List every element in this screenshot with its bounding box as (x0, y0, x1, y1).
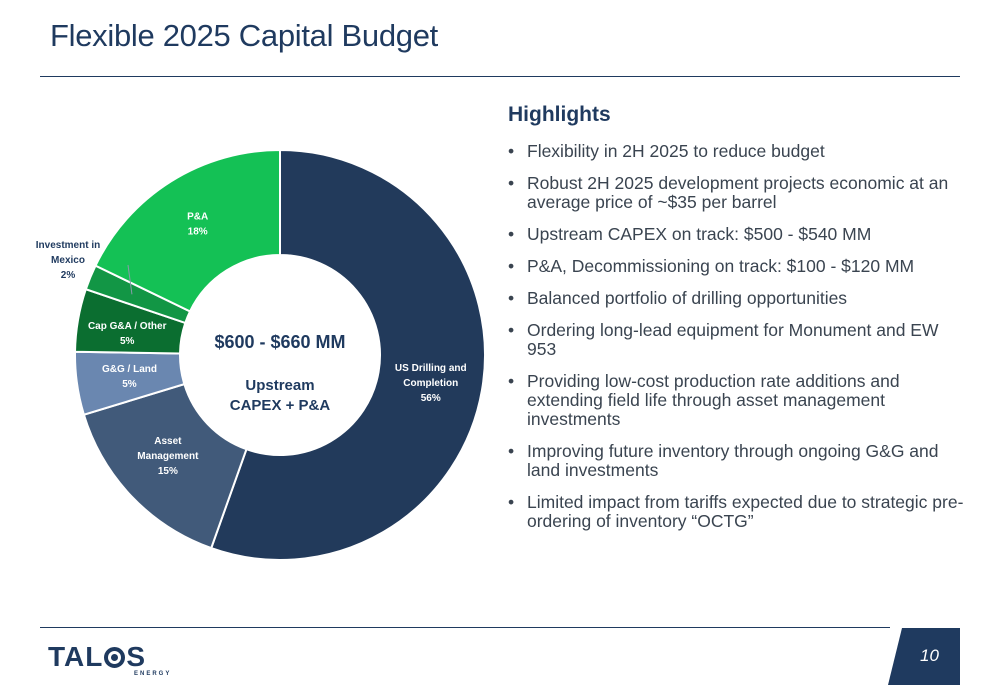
highlight-item: • Balanced portfolio of drilling opportun… (508, 288, 848, 308)
slice-us-drilling-and-completion (209, 148, 486, 561)
highlight-item: • Ordering long-lead equipment for Monume… (508, 320, 939, 359)
header-divider (40, 76, 960, 77)
label-panda: P&A 18% (187, 212, 208, 238)
label-gandg-land: G&G / Land 5% (102, 364, 157, 390)
slice-panda (94, 148, 281, 313)
highlight-item: • Flexibility in 2H 2025 to reduce budget (508, 141, 825, 161)
center-amount: $600 - $660 MM (214, 332, 345, 352)
page-title: Flexible 2025 Capital Budget (50, 18, 438, 53)
value-label-cap-ganda-other: 5% (120, 336, 135, 347)
bullet-icon: • (508, 256, 515, 276)
label-investment-in-mexico: Investment in Mexico 2% (36, 240, 100, 281)
highlight-item: • Robust 2H 2025 development projects eco… (508, 173, 949, 212)
bullet-icon: • (508, 288, 515, 308)
highlight-item: • Upstream CAPEX on track: $500 - $540 MM (508, 224, 872, 244)
bullet-icon: • (508, 371, 515, 391)
center-line-2: CAPEX + P&A (230, 397, 331, 414)
logo-text-right: S (126, 641, 147, 672)
bullet-icon: • (508, 492, 515, 512)
page-number-box (888, 628, 960, 685)
label-us-drilling-and-completion: US Drilling and Completion 56% (395, 363, 467, 404)
bullet-icon: • (508, 441, 515, 461)
leader-line-investment-in-mexico (127, 264, 133, 295)
bullet-icon: • (508, 173, 515, 193)
value-label-us-drilling-and-completion: 56% (421, 393, 441, 404)
company-logo: TAL S ENERGY (48, 641, 169, 678)
highlight-item: • P&A, Decommissioning on track: $100 - $… (508, 256, 915, 276)
bullet-icon: • (508, 224, 515, 244)
value-label-investment-in-mexico: 2% (61, 270, 76, 281)
footer-divider (40, 627, 890, 628)
logo-text-left: TAL (48, 641, 104, 672)
logo-o-icon (104, 646, 126, 668)
highlights-title: Highlights (508, 103, 611, 126)
slice-asset-management (82, 382, 248, 550)
logo-subtitle: ENERGY (134, 671, 172, 677)
value-label-asset-management: 15% (158, 466, 178, 477)
bullet-icon: • (508, 320, 515, 340)
highlights-list: • Flexibility in 2H 2025 to reduce budget… (508, 142, 968, 544)
value-label-gandg-land: 5% (122, 379, 137, 390)
highlight-item: • Improving future inventory through ongo… (508, 441, 939, 480)
page-number: 10 (920, 646, 939, 665)
bullet-icon: • (508, 141, 515, 161)
label-asset-management: Asset Management 15% (137, 436, 199, 477)
highlight-item: • Limited impact from tariffs expected du… (508, 492, 964, 531)
label-cap-ganda-other: Cap G&A / Other 5% (88, 321, 167, 347)
center-line-1: Upstream (245, 377, 314, 394)
highlight-item: • Providing low-cost production rate addi… (508, 371, 900, 429)
value-label-panda: 18% (188, 227, 208, 238)
